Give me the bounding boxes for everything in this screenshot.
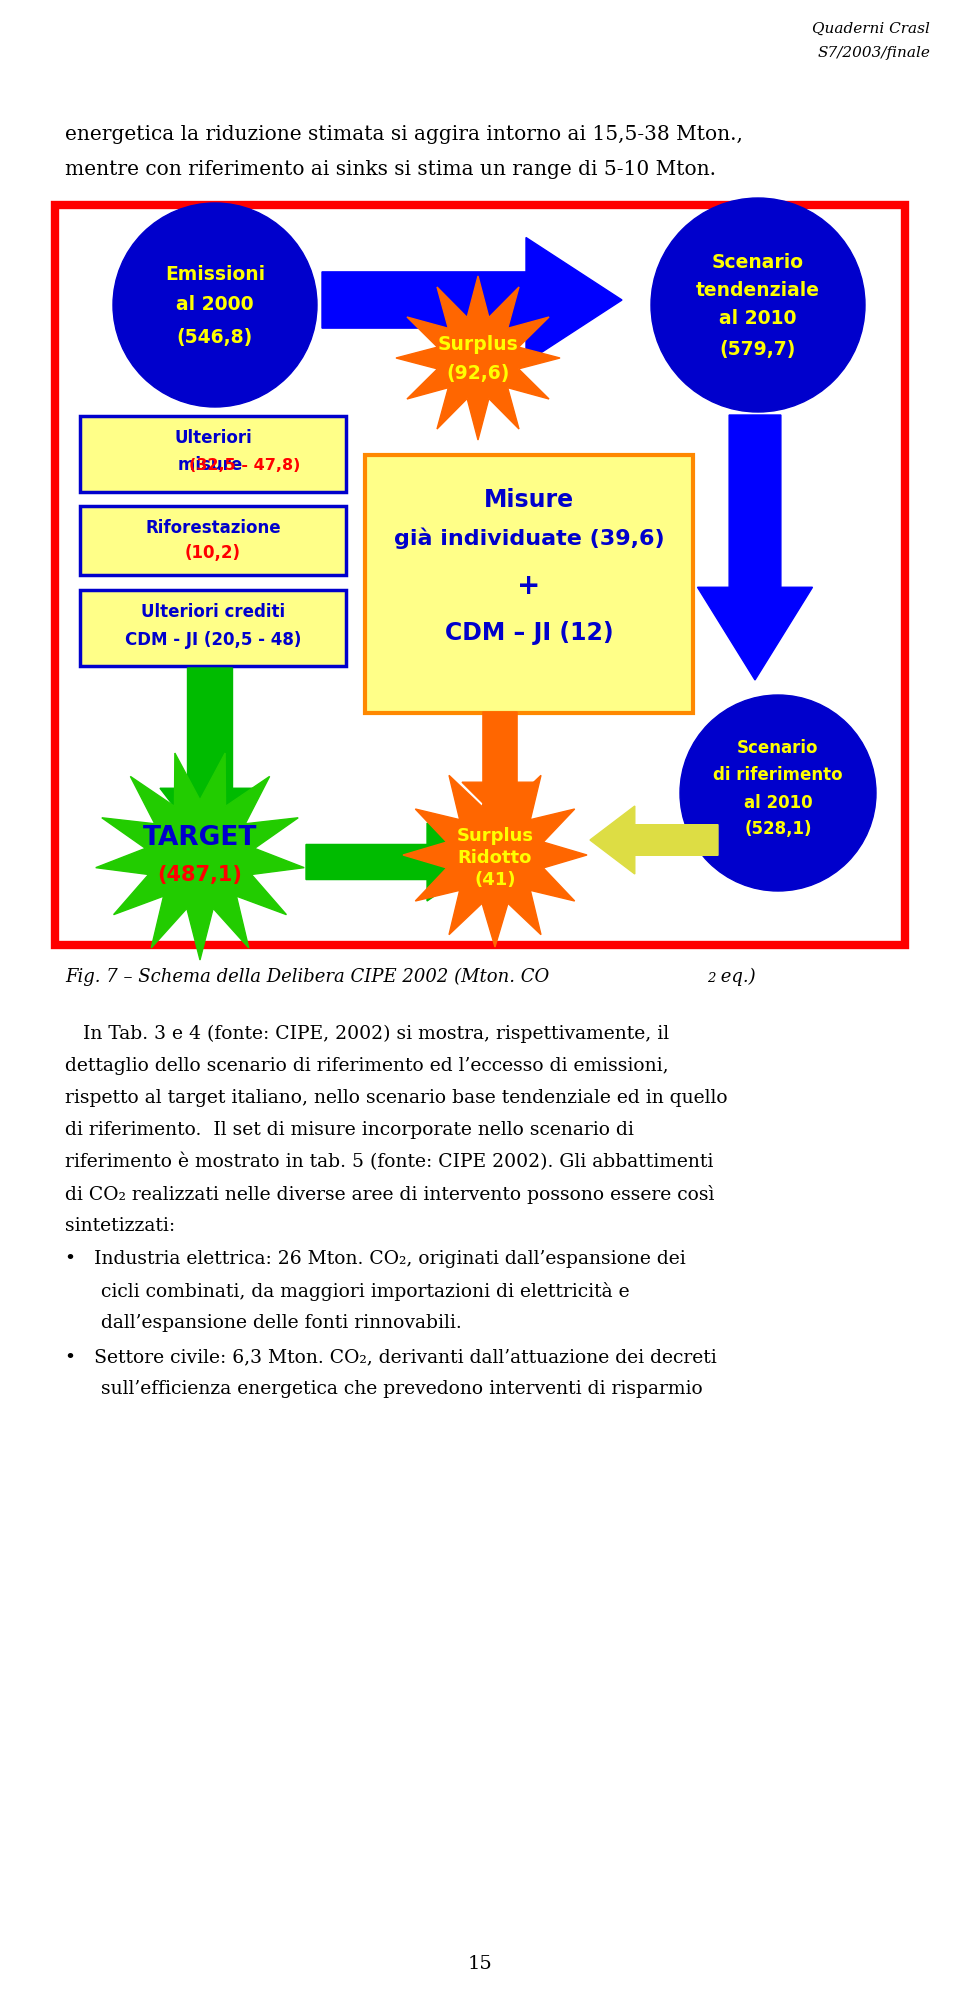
Text: Scenario: Scenario: [712, 254, 804, 272]
Text: (41): (41): [474, 871, 516, 889]
Text: eq.): eq.): [715, 967, 756, 987]
Text: +: +: [517, 571, 540, 599]
Text: di riferimento.  Il set di misure incorporate nello scenario di: di riferimento. Il set di misure incorpo…: [65, 1121, 634, 1139]
Polygon shape: [462, 711, 538, 819]
FancyBboxPatch shape: [365, 456, 693, 713]
FancyBboxPatch shape: [80, 416, 346, 492]
Polygon shape: [96, 753, 304, 959]
Text: Fig. 7 – Schema della Delibera CIPE 2002 (Mton. CO: Fig. 7 – Schema della Delibera CIPE 2002…: [65, 967, 549, 987]
Text: al 2010: al 2010: [744, 793, 812, 811]
Text: Surplus: Surplus: [457, 827, 534, 845]
Text: energetica la riduzione stimata si aggira intorno ai 15,5-38 Mton.,: energetica la riduzione stimata si aggir…: [65, 126, 743, 144]
Text: (546,8): (546,8): [177, 328, 253, 346]
Polygon shape: [698, 416, 812, 679]
Circle shape: [113, 204, 317, 408]
Text: (92,6): (92,6): [446, 364, 510, 382]
FancyBboxPatch shape: [55, 206, 905, 945]
Text: dettaglio dello scenario di riferimento ed l’eccesso di emissioni,: dettaglio dello scenario di riferimento …: [65, 1057, 668, 1075]
Text: di riferimento: di riferimento: [713, 765, 843, 783]
Text: riferimento è mostrato in tab. 5 (fonte: CIPE 2002). Gli abbattimenti: riferimento è mostrato in tab. 5 (fonte:…: [65, 1153, 713, 1171]
Text: CDM - JI (20,5 - 48): CDM - JI (20,5 - 48): [125, 631, 301, 649]
Text: 15: 15: [468, 1954, 492, 1972]
Text: dall’espansione delle fonti rinnovabili.: dall’espansione delle fonti rinnovabili.: [65, 1315, 462, 1333]
Polygon shape: [306, 823, 484, 901]
Text: Surplus: Surplus: [438, 336, 518, 354]
Text: sintetizzati:: sintetizzati:: [65, 1217, 175, 1235]
Polygon shape: [396, 276, 560, 440]
Text: sull’efficienza energetica che prevedono interventi di risparmio: sull’efficienza energetica che prevedono…: [65, 1381, 703, 1399]
Text: Quaderni Crasl: Quaderni Crasl: [812, 22, 930, 36]
Text: al 2000: al 2000: [177, 296, 253, 314]
Text: di CO₂ realizzati nelle diverse aree di intervento possono essere così: di CO₂ realizzati nelle diverse aree di …: [65, 1185, 714, 1205]
FancyBboxPatch shape: [80, 505, 346, 575]
Text: Misure: Misure: [484, 488, 574, 511]
Text: (579,7): (579,7): [720, 340, 796, 358]
Text: Ulteriori: Ulteriori: [174, 430, 252, 448]
Text: CDM – JI (12): CDM – JI (12): [444, 621, 613, 645]
Text: rispetto al target italiano, nello scenario base tendenziale ed in quello: rispetto al target italiano, nello scena…: [65, 1089, 728, 1107]
Text: Scenario: Scenario: [737, 739, 819, 757]
Text: •   Settore civile: 6,3 Mton. CO₂, derivanti dall’attuazione dei decreti: • Settore civile: 6,3 Mton. CO₂, derivan…: [65, 1349, 717, 1367]
Text: già individuate (39,6): già individuate (39,6): [394, 527, 664, 549]
Text: Ulteriori crediti: Ulteriori crediti: [141, 603, 285, 621]
Text: In Tab. 3 e 4 (fonte: CIPE, 2002) si mostra, rispettivamente, il: In Tab. 3 e 4 (fonte: CIPE, 2002) si mos…: [65, 1025, 669, 1043]
Text: S7/2003/finale: S7/2003/finale: [817, 46, 930, 60]
Text: Emissioni: Emissioni: [165, 266, 265, 284]
FancyBboxPatch shape: [80, 589, 346, 665]
Circle shape: [651, 198, 865, 412]
Polygon shape: [590, 805, 718, 873]
Text: (10,2): (10,2): [185, 543, 241, 561]
Text: Ridotto: Ridotto: [458, 849, 532, 867]
Text: (528,1): (528,1): [744, 819, 812, 837]
Polygon shape: [403, 763, 587, 947]
Text: TARGET: TARGET: [143, 825, 257, 851]
Text: al 2010: al 2010: [719, 310, 797, 328]
Text: misure: misure: [178, 456, 248, 474]
Text: (32,5 - 47,8): (32,5 - 47,8): [189, 458, 300, 472]
Text: Riforestazione: Riforestazione: [145, 519, 281, 537]
Polygon shape: [160, 667, 260, 853]
Text: mentre con riferimento ai sinks si stima un range di 5-10 Mton.: mentre con riferimento ai sinks si stima…: [65, 160, 716, 180]
Text: 2: 2: [707, 971, 715, 985]
Polygon shape: [322, 238, 622, 362]
Text: (487,1): (487,1): [157, 865, 243, 885]
Text: tendenziale: tendenziale: [696, 282, 820, 300]
Text: cicli combinati, da maggiori importazioni di elettricità e: cicli combinati, da maggiori importazion…: [65, 1283, 630, 1301]
Circle shape: [680, 695, 876, 891]
Text: •   Industria elettrica: 26 Mton. CO₂, originati dall’espansione dei: • Industria elettrica: 26 Mton. CO₂, ori…: [65, 1251, 685, 1269]
